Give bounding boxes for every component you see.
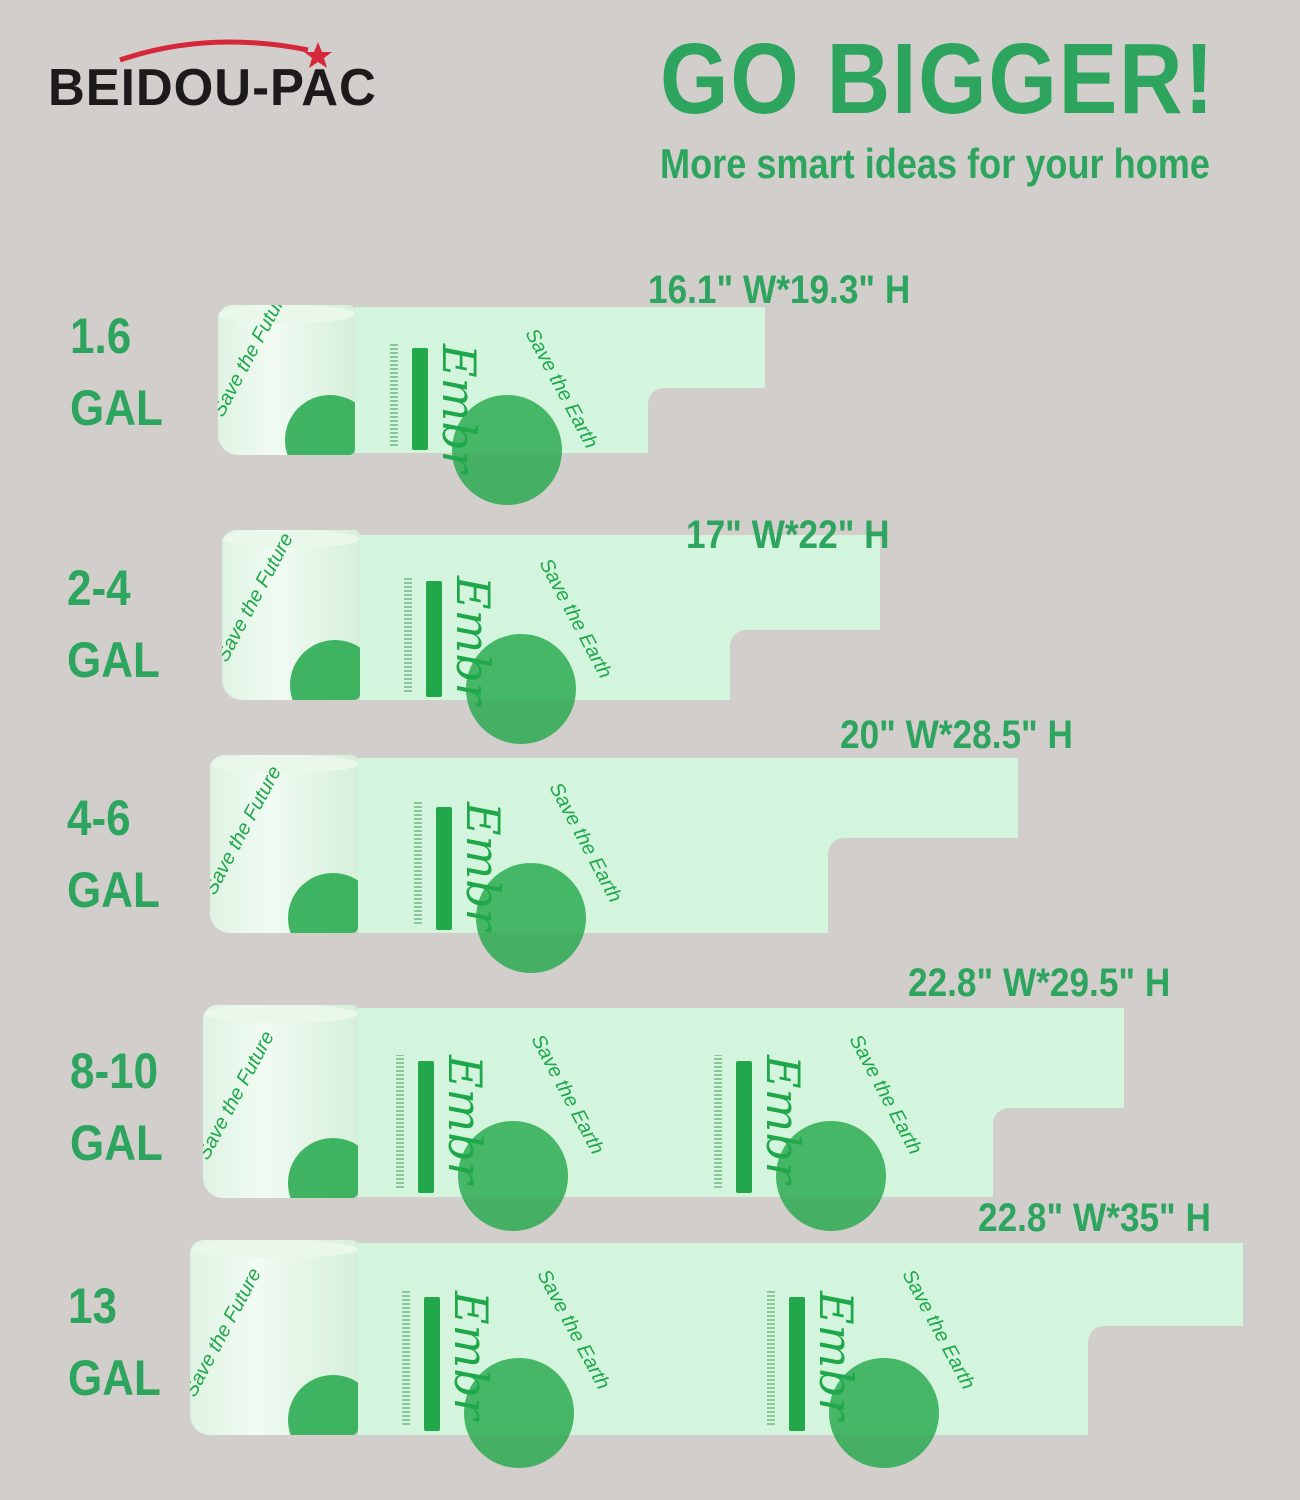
bag-dimensions: 20" W*28.5" H: [840, 713, 1073, 757]
fine-print: [766, 1291, 775, 1426]
roll-slogan-print: Save the Future: [222, 530, 298, 666]
roll-top: [222, 530, 360, 548]
fine-print: [401, 1291, 410, 1426]
capacity-value: 8-10: [70, 1043, 159, 1099]
capacity-label: 2-4 GAL: [67, 552, 160, 696]
capacity-value: 2-4: [67, 560, 131, 616]
compostable-label-icon: [735, 1060, 752, 1194]
globe-print-icon: [466, 634, 577, 744]
bag-dimensions: 16.1" W*19.3" H: [648, 268, 911, 312]
globe-print-icon: [290, 640, 360, 700]
capacity-unit: GAL: [68, 1350, 161, 1406]
bag-unrolled: Embr Save the Earth: [358, 758, 1020, 973]
bag-unrolled: Embr Save the Earth Embr Save the Earth: [358, 1243, 1245, 1469]
bag-unrolled: Embr Save the Earth: [355, 307, 767, 505]
compostable-label-icon: [418, 1060, 435, 1194]
globe-print-icon: [476, 863, 587, 973]
headline: GO BIGGER!: [660, 23, 1216, 135]
bag-roll: Save the Future: [210, 755, 358, 933]
capacity-label: 4-6 GAL: [67, 782, 160, 926]
bag-cutout: [993, 1108, 1126, 1199]
globe-print-icon: [288, 873, 358, 933]
bag-unrolled: Embr Save the Earth Embr Save the Earth: [358, 1008, 1126, 1232]
capacity-label: 1.6 GAL: [70, 300, 163, 444]
capacity-label: 8-10 GAL: [70, 1035, 163, 1179]
globe-print-icon: [463, 1358, 574, 1469]
bag-dimensions: 22.8" W*29.5" H: [908, 961, 1171, 1005]
fine-print: [404, 576, 413, 692]
fine-print: [414, 801, 423, 925]
bag-cutout: [828, 838, 1020, 935]
globe-print-icon: [828, 1358, 939, 1469]
roll-slogan-print: Save the Future: [190, 1264, 266, 1401]
bag-dimensions: 22.8" W*35" H: [978, 1196, 1211, 1240]
roll-slogan-print: Save the Future: [203, 1027, 279, 1164]
capacity-value: 13: [68, 1278, 117, 1334]
compostable-label-icon: [423, 1296, 440, 1432]
shooting-star-icon: [119, 39, 332, 68]
compostable-label-icon: [426, 581, 443, 697]
roll-top: [218, 305, 355, 323]
fine-print: [390, 343, 399, 446]
bag-cutout: [730, 630, 882, 702]
globe-print-icon: [452, 394, 563, 505]
capacity-unit: GAL: [67, 632, 160, 688]
roll-top: [190, 1240, 358, 1258]
bag-roll: Save the Future: [218, 305, 355, 455]
bag-dimensions: 17" W*22" H: [686, 513, 890, 557]
roll-top: [210, 755, 358, 773]
globe-print-icon: [288, 1138, 358, 1198]
subheadline: More smart ideas for your home: [660, 140, 1210, 187]
bag-cutout: [1088, 1326, 1245, 1437]
capacity-unit: GAL: [70, 380, 163, 436]
roll-slogan-print: Save the Future: [210, 762, 286, 899]
bag-unrolled: Embr Save the Earth: [360, 535, 882, 744]
compostable-label-icon: [412, 347, 429, 451]
capacity-unit: GAL: [67, 862, 160, 918]
bag-roll: Save the Future: [203, 1005, 358, 1198]
roll-top: [203, 1005, 358, 1023]
brand-logo: BEIDOU-PAC: [48, 30, 408, 117]
bag-cutout: [648, 388, 767, 455]
capacity-value: 1.6: [70, 308, 132, 364]
capacity-label: 13 GAL: [68, 1270, 161, 1414]
globe-print-icon: [285, 395, 355, 455]
fine-print: [713, 1055, 722, 1188]
capacity-unit: GAL: [70, 1115, 163, 1171]
globe-print-icon: [458, 1121, 569, 1232]
compostable-label-icon: [436, 807, 453, 930]
capacity-value: 4-6: [67, 790, 131, 846]
bag-roll: Save the Future: [190, 1240, 358, 1435]
logo-text: BEIDOU-PAC: [48, 59, 377, 117]
fine-print: [396, 1055, 405, 1188]
bag-roll: Save the Future: [222, 530, 360, 700]
globe-print-icon: [775, 1121, 886, 1232]
compostable-label-icon: [788, 1296, 805, 1432]
globe-print-icon: [288, 1375, 358, 1435]
